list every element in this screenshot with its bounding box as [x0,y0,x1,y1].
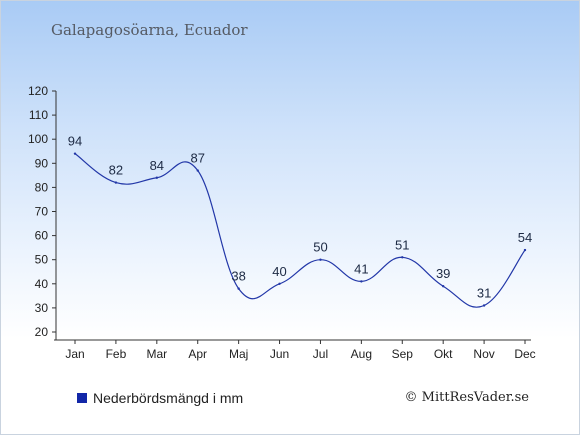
data-point [155,176,159,179]
x-tick-label: Dec [514,347,535,361]
data-label: 51 [395,237,409,252]
y-tick-label: 70 [35,205,49,219]
data-label: 38 [231,269,245,284]
x-tick-label: Maj [229,347,248,361]
data-label: 82 [109,163,123,178]
data-label: 39 [436,266,450,281]
legend: Nederbördsmängd i mm [77,390,243,406]
x-tick-label: Apr [188,347,207,361]
data-label: 50 [313,240,327,255]
legend-label: Nederbördsmängd i mm [93,390,244,406]
data-point [441,285,445,288]
legend-swatch [77,393,87,403]
credit-text: © MittResVader.se [404,390,529,405]
data-point [114,181,118,184]
data-point [482,304,486,307]
x-tick-label: Okt [434,347,453,361]
x-tick-label: Jun [270,347,289,361]
y-tick-label: 90 [35,156,49,170]
data-label: 54 [518,230,532,245]
x-tick-label: Nov [473,347,494,361]
data-point [319,258,322,261]
data-point [360,280,363,283]
x-tick-label: Aug [351,347,372,361]
data-label: 94 [68,134,82,149]
data-point [196,169,199,172]
y-tick-label: 60 [35,229,49,243]
y-tick-label: 80 [35,180,49,194]
data-point [237,287,240,290]
series-line [74,153,526,308]
data-label: 41 [354,261,368,276]
y-tick-label: 110 [29,108,48,122]
x-tick-label: Jan [65,347,84,361]
chart-title: Galapagosöarna, Ecuador [51,21,248,39]
x-tick-label: Feb [106,347,127,361]
x-tick-label: Jul [313,347,328,361]
data-label: 84 [150,158,164,173]
x-tick-label: Mar [146,347,167,361]
data-label: 87 [190,151,204,166]
y-tick-label: 120 [28,84,48,98]
data-point [401,256,404,259]
data-label: 40 [272,264,286,279]
data-point [278,282,281,285]
data-label: 31 [477,285,491,300]
y-tick-label: 30 [35,301,49,315]
y-tick-label: 100 [28,132,48,146]
data-point [523,248,527,252]
y-tick-label: 20 [35,325,49,339]
x-tick-label: Sep [392,347,414,361]
data-point [73,152,77,155]
y-tick-label: 50 [35,253,49,267]
y-tick-label: 40 [35,277,49,291]
